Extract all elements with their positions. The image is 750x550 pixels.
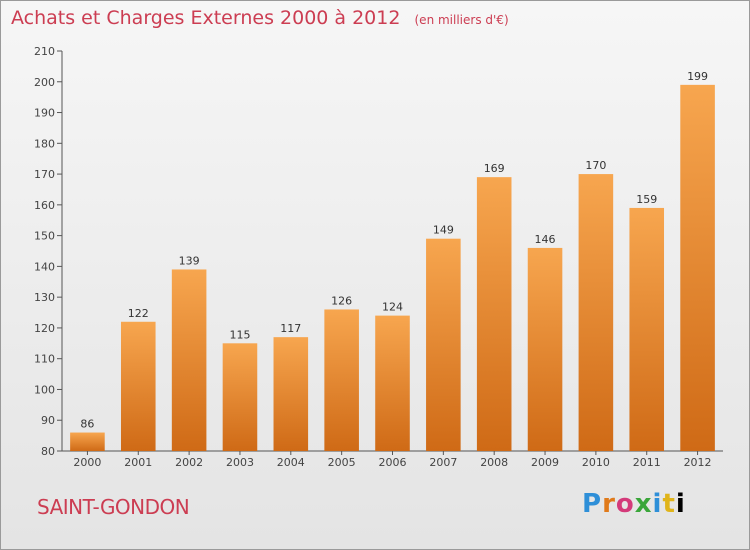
x-tick-label: 2007 <box>429 456 457 469</box>
y-tick-label: 120 <box>34 322 55 335</box>
bar <box>273 337 309 451</box>
bar-value-label: 117 <box>280 322 301 335</box>
chart-subtitle: (en milliers d'€) <box>414 13 509 27</box>
y-tick-label: 170 <box>34 168 55 181</box>
logo-letter: P <box>582 489 603 519</box>
chart-title: Achats et Charges Externes 2000 à 2012 (… <box>11 7 509 29</box>
x-tick-label: 2006 <box>379 456 407 469</box>
bar-value-label: 124 <box>382 301 403 314</box>
bar-value-label: 126 <box>331 294 352 307</box>
y-tick-label: 140 <box>34 260 55 273</box>
bar <box>527 247 563 451</box>
bar-value-label: 86 <box>80 418 94 431</box>
logo-letter: t <box>662 489 676 519</box>
x-tick-label: 2011 <box>633 456 661 469</box>
x-tick-label: 2000 <box>73 456 101 469</box>
y-tick-label: 110 <box>34 353 55 366</box>
y-tick-label: 210 <box>34 45 55 58</box>
bar-value-label: 199 <box>687 70 708 83</box>
bar <box>120 321 156 451</box>
y-tick-label: 100 <box>34 383 55 396</box>
x-tick-label: 2002 <box>175 456 203 469</box>
y-tick-label: 90 <box>41 414 55 427</box>
bar-value-label: 146 <box>535 233 556 246</box>
y-tick-label: 150 <box>34 230 55 243</box>
bar <box>476 177 512 451</box>
x-tick-label: 2004 <box>277 456 305 469</box>
y-tick-label: 130 <box>34 291 55 304</box>
logo-letter: i <box>652 489 663 519</box>
y-tick-label: 200 <box>34 76 55 89</box>
x-tick-label: 2012 <box>684 456 712 469</box>
proxiti-logo: Proxiti <box>582 489 686 519</box>
bar-value-label: 149 <box>433 224 454 237</box>
commune-name: SAINT-GONDON <box>37 495 190 519</box>
logo-letter: r <box>602 489 616 519</box>
x-tick-label: 2008 <box>480 456 508 469</box>
bar <box>324 309 359 451</box>
y-tick-label: 190 <box>34 107 55 120</box>
bar-value-label: 159 <box>636 193 657 206</box>
y-tick-label: 80 <box>41 445 55 458</box>
bar <box>578 174 614 452</box>
x-tick-label: 2005 <box>328 456 356 469</box>
bar <box>680 84 715 451</box>
bar <box>375 315 410 451</box>
logo-letter: x <box>634 489 653 519</box>
bar-value-label: 139 <box>179 254 200 267</box>
chart-title-text: Achats et Charges Externes 2000 à 2012 <box>11 7 401 29</box>
bar-value-label: 170 <box>585 159 606 172</box>
bar <box>171 269 207 451</box>
logo-letter: i <box>675 489 686 519</box>
y-tick-label: 180 <box>34 137 55 150</box>
y-tick-label: 160 <box>34 199 55 212</box>
bar-value-label: 122 <box>128 307 149 320</box>
x-tick-label: 2010 <box>582 456 610 469</box>
x-tick-label: 2009 <box>531 456 559 469</box>
bar-value-label: 115 <box>229 328 250 341</box>
bar-value-label: 169 <box>484 162 505 175</box>
logo-letter: o <box>615 489 635 519</box>
x-tick-label: 2001 <box>124 456 152 469</box>
bar <box>629 207 665 451</box>
bar <box>426 238 461 451</box>
bar <box>70 432 105 451</box>
x-tick-label: 2003 <box>226 456 254 469</box>
bar <box>222 343 258 451</box>
